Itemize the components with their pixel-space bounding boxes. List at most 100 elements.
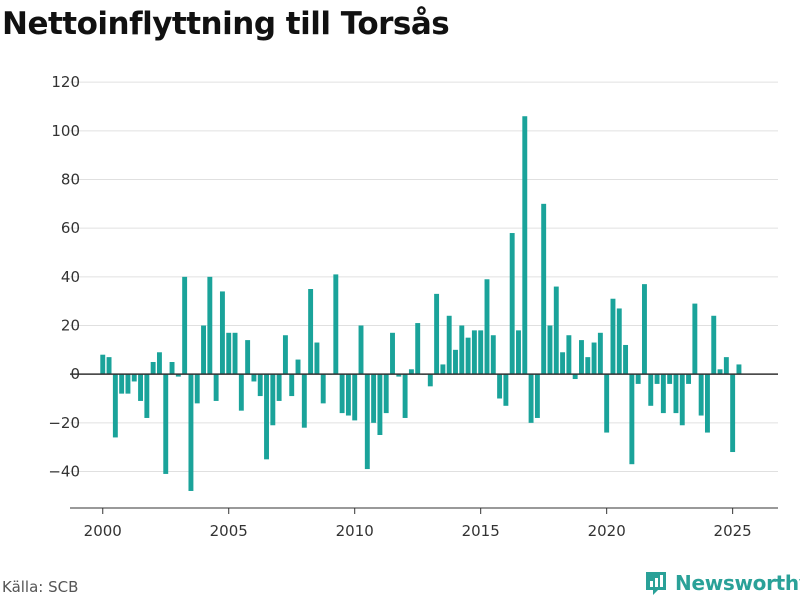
bar [270, 374, 276, 426]
bar [440, 364, 446, 375]
grid-lines [70, 81, 778, 472]
bar [194, 374, 200, 404]
bar [553, 286, 559, 375]
bar [377, 374, 383, 435]
bar [704, 374, 710, 433]
bar [610, 298, 616, 375]
bar [213, 374, 219, 401]
bar [667, 374, 673, 384]
bar [585, 357, 591, 375]
bar [352, 374, 358, 421]
bar [138, 374, 144, 401]
y-tick-label: −40 [48, 463, 80, 481]
x-tick-label: 2025 [714, 522, 752, 540]
bar [402, 374, 408, 418]
bar [427, 374, 433, 387]
bar [257, 374, 263, 397]
y-tick-label: −20 [48, 414, 80, 432]
x-tick-label: 2015 [462, 522, 500, 540]
bar [358, 325, 364, 375]
bar [723, 357, 729, 375]
bar [660, 374, 666, 414]
y-tick-label: 60 [61, 219, 80, 237]
bar [150, 362, 156, 375]
bar [484, 279, 490, 375]
bar [560, 352, 566, 375]
bar [604, 374, 610, 433]
y-tick-label: 20 [61, 317, 80, 335]
bar [264, 374, 269, 460]
bar [408, 369, 414, 375]
brand-name: Newsworthy [675, 571, 800, 595]
x-tick-label: 2020 [588, 522, 626, 540]
bar [497, 374, 503, 399]
x-tick-label: 2000 [84, 522, 122, 540]
bar [629, 374, 635, 465]
bar [446, 315, 452, 375]
bar [459, 325, 465, 375]
bar [623, 344, 629, 375]
bar [301, 374, 307, 428]
bar [396, 374, 402, 377]
bar [314, 342, 320, 375]
bar [295, 359, 301, 375]
bar [534, 374, 540, 418]
bar [119, 374, 125, 394]
bar [736, 364, 742, 375]
bar [616, 308, 622, 375]
bar [434, 293, 440, 375]
bar [698, 374, 704, 416]
bar [364, 374, 370, 470]
x-tick-label: 2005 [210, 522, 248, 540]
bar [207, 276, 213, 375]
bar [169, 362, 175, 375]
bar [711, 315, 717, 375]
bar [522, 116, 528, 375]
bar [383, 374, 389, 414]
bar [144, 374, 150, 418]
y-tick-label: 100 [51, 122, 80, 140]
bar [175, 374, 181, 377]
bar [465, 337, 471, 375]
bar [245, 340, 251, 375]
bar [219, 291, 225, 375]
chart-title: Nettoinflyttning till Torsås [2, 6, 450, 42]
bar [490, 335, 496, 375]
bar [131, 374, 137, 382]
bar [415, 323, 421, 375]
bar [251, 374, 257, 382]
bar [345, 374, 351, 416]
bar [516, 330, 521, 375]
bar [238, 374, 244, 411]
bar [453, 349, 458, 375]
bar [673, 374, 679, 414]
source-note: Källa: SCB [2, 578, 79, 596]
bar [686, 374, 692, 384]
bar [289, 374, 295, 397]
bars [100, 116, 742, 491]
bar [717, 369, 723, 375]
bar [226, 332, 232, 375]
bar [282, 335, 288, 375]
bar [654, 374, 660, 384]
bar [591, 342, 597, 375]
bar [201, 325, 206, 375]
bar [390, 332, 395, 375]
bar [579, 340, 584, 375]
bar [182, 276, 188, 375]
bar [163, 374, 169, 474]
bar [276, 374, 282, 401]
newsworthy-logo-icon [646, 572, 666, 595]
y-tick-label: 40 [61, 268, 80, 286]
bar [232, 332, 238, 375]
bar [597, 332, 603, 375]
bar [188, 374, 194, 491]
y-tick-label: 120 [51, 73, 80, 91]
bar [679, 374, 685, 426]
bar [692, 303, 698, 375]
bar [547, 325, 553, 375]
bar [509, 233, 515, 375]
bar [635, 374, 641, 384]
